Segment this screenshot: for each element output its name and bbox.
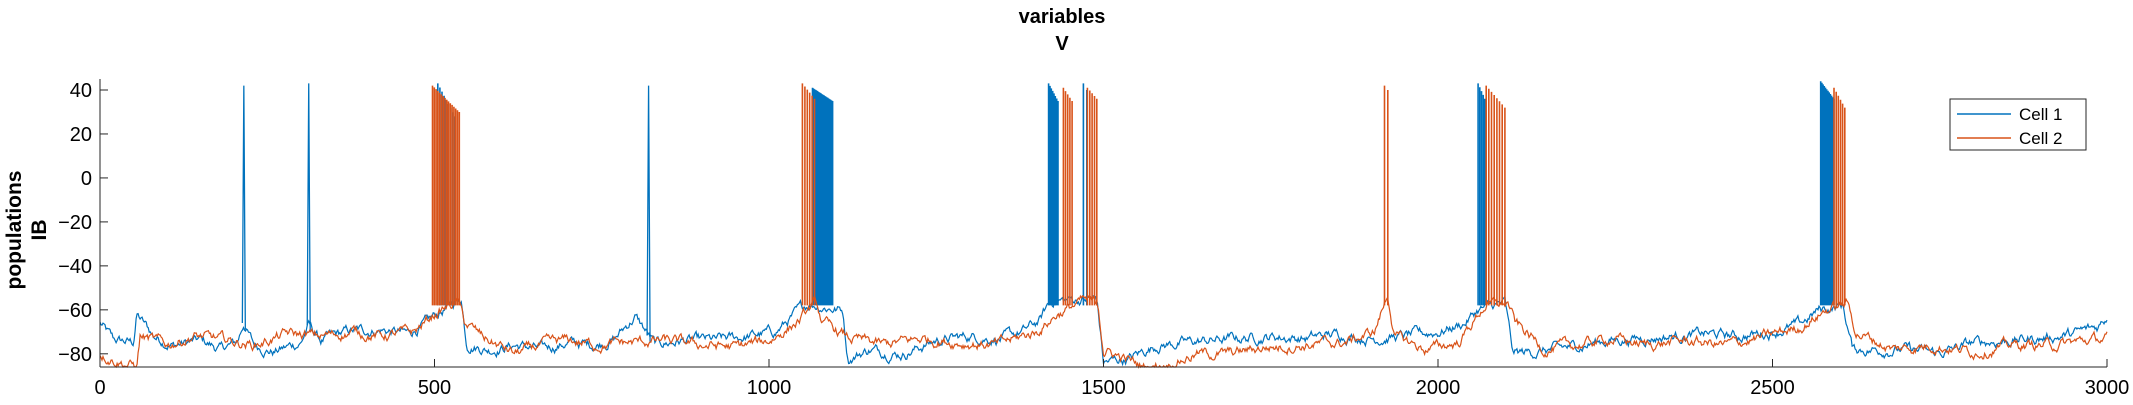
- burst-1-5: [1477, 83, 1486, 306]
- spike-1-2: [306, 83, 311, 332]
- legend-label-cell-2: Cell 2: [2019, 129, 2062, 148]
- y-tick-label: −80: [58, 344, 92, 366]
- x-tick-label: 3000: [2085, 377, 2130, 399]
- y-axis-label-line-2: IB: [28, 220, 51, 241]
- y-tick-label: −20: [58, 212, 92, 234]
- chart-title-line-2: V: [1055, 33, 1069, 55]
- x-tick-label: 0: [94, 377, 105, 399]
- y-tick-label: 20: [70, 124, 92, 146]
- burst-2-6: [1485, 85, 1506, 306]
- x-tick-label: 1000: [747, 377, 792, 399]
- y-tick-label: −40: [58, 256, 92, 278]
- x-tick-label: 1500: [1081, 377, 1126, 399]
- x-tick-label: 2000: [1416, 377, 1461, 399]
- legend-label-cell-1: Cell 1: [2019, 105, 2062, 124]
- burst-1-3: [1047, 83, 1059, 306]
- series-layer: [99, 81, 2108, 369]
- series-cell-2: [99, 83, 2108, 369]
- burst-1-2: [811, 87, 834, 306]
- burst-2-4: [1086, 87, 1098, 306]
- legend: Cell 1 Cell 2: [1949, 98, 2087, 151]
- y-axis-label-line-1: populations: [3, 171, 26, 290]
- axes-layer: 0 500 1000 1500 2000 2500 3000 −80 −60 −40 −20 0 20 4…: [58, 79, 2129, 399]
- x-tick-label: 2500: [1750, 377, 1795, 399]
- burst-1-6: [1819, 81, 1835, 306]
- chart-title-line-1: variables: [1019, 6, 1106, 28]
- burst-2-3: [1062, 87, 1073, 306]
- x-tick-label: 500: [418, 377, 451, 399]
- legend-box: [1949, 98, 2087, 151]
- spike-1-1: [241, 85, 246, 330]
- y-tick-label: −60: [58, 300, 92, 322]
- y-tick-label: 40: [70, 80, 92, 102]
- burst-2-5: [1383, 85, 1389, 306]
- burst-2-2: [801, 83, 816, 306]
- burst-2-1: [431, 85, 461, 306]
- burst-2-7: [1833, 87, 1846, 306]
- spike-1-3: [646, 85, 651, 343]
- trace-2: [99, 293, 2108, 369]
- y-tick-label: 0: [81, 168, 92, 190]
